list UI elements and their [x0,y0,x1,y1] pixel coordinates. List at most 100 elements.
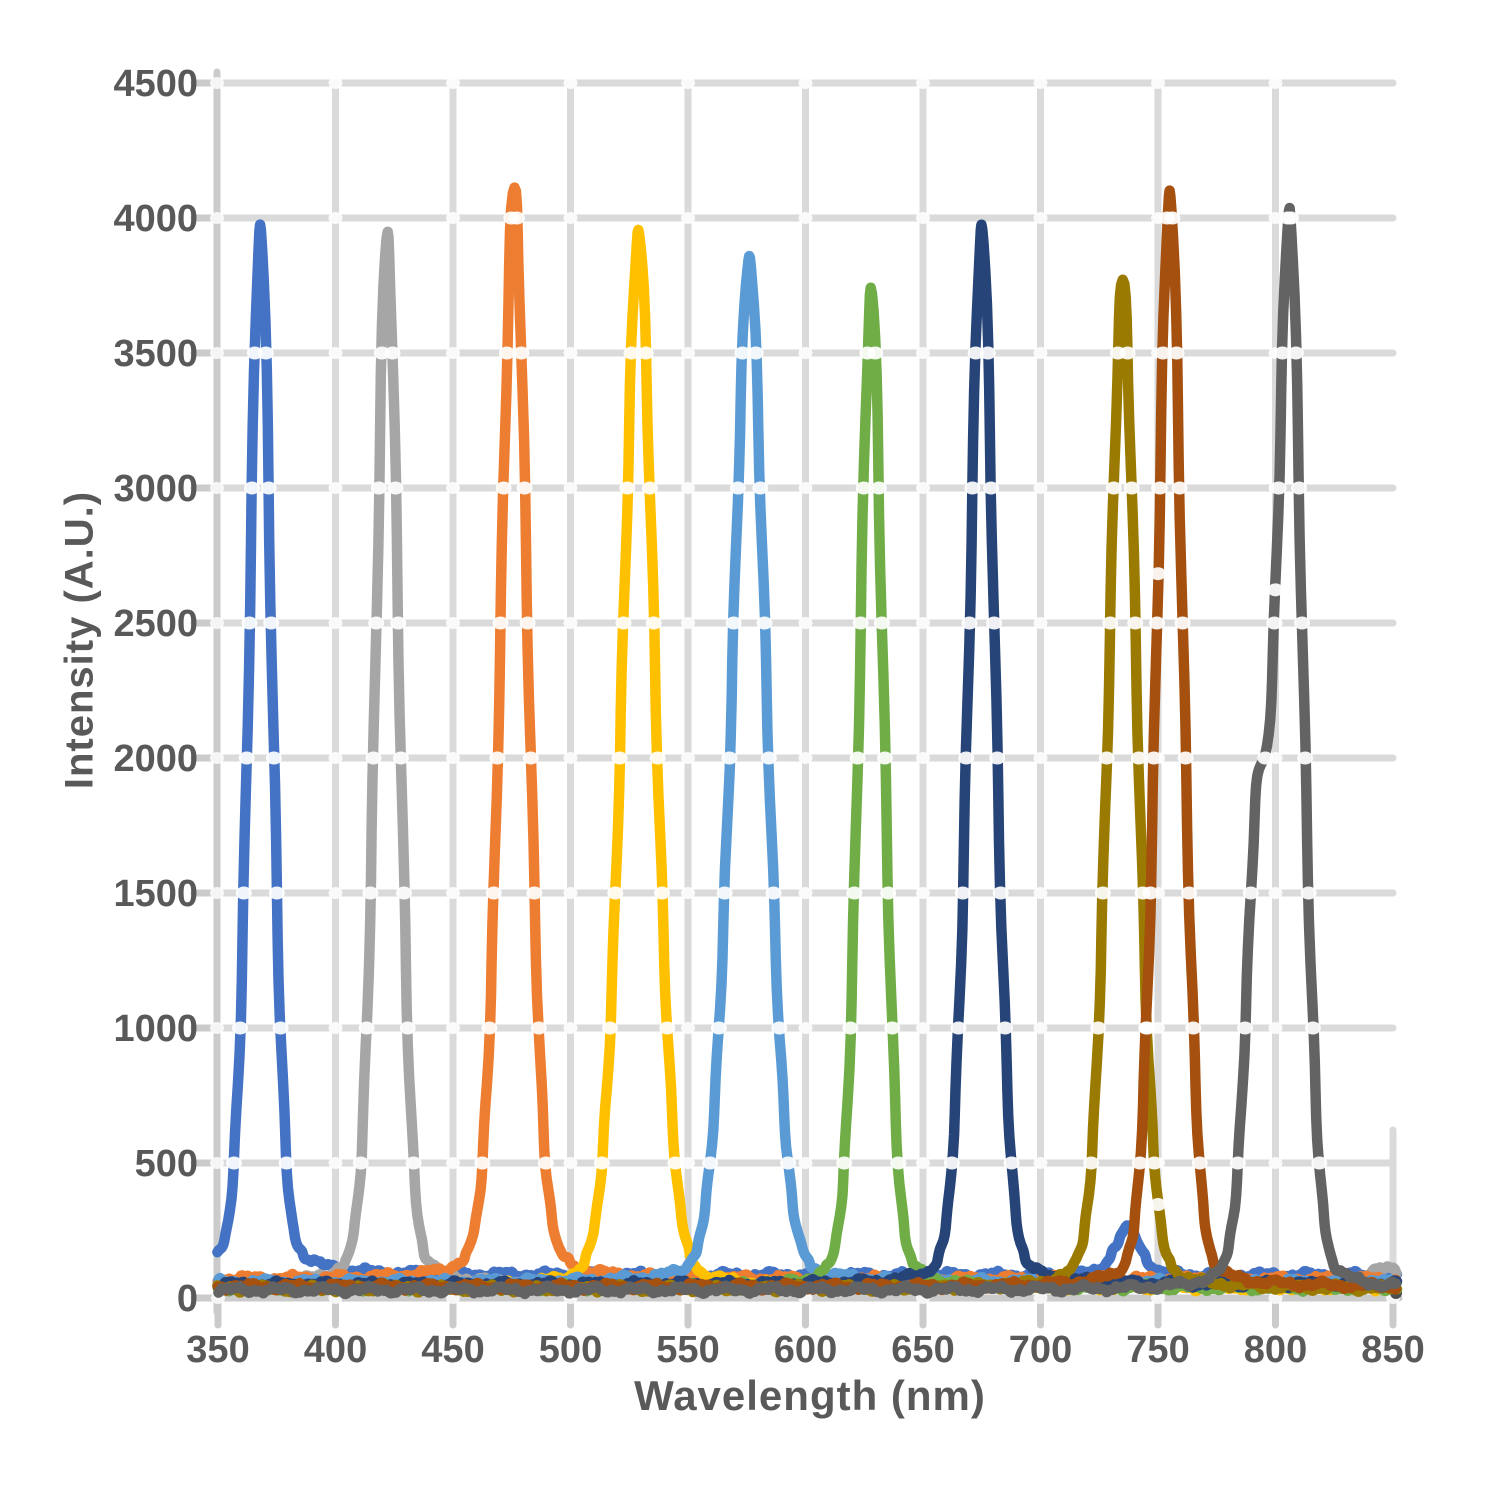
curve-gridline-dot [392,751,409,765]
grid-intersection-dot [1033,1022,1048,1034]
grid-intersection-dot [681,347,695,359]
grid-intersection-dot [798,887,813,899]
curve-gridline-dot [498,346,515,360]
curve-gridline-dot [1174,616,1191,630]
curve-gridline-dot [1090,1021,1107,1035]
curve-gridline-dot [771,1021,788,1035]
grid-intersection-dot [328,1022,343,1034]
curve-gridline-dot [405,1156,422,1170]
curve-gridline-dot [1119,346,1136,360]
curve-gridline-dot [1304,1021,1321,1035]
grid-intersection-dot [563,347,578,359]
curve-gridline-dot [1151,481,1168,495]
curve-gridline-dot [519,616,536,630]
grid-intersection-dot [916,347,930,359]
grid-intersection-dot [798,77,813,89]
curve-gridline-dot [1102,616,1119,630]
curve-gridline-dot [979,346,996,360]
grid-intersection-dot [1268,887,1283,899]
curve-gridline-dot [1267,583,1284,597]
grid-intersection-dot [446,752,460,764]
y-tick-label: 1500 [113,873,198,915]
grid-intersection-dot [1033,212,1048,224]
curve-gridline-dot [1164,211,1181,225]
curve-gridline-dot [702,1156,719,1170]
curve-gridline-dot [836,1156,853,1170]
x-tick-label: 450 [421,1329,484,1371]
curve-gridline-dot [485,886,502,900]
curve-gridline-dot [1287,346,1304,360]
grid-intersection-dot [1033,752,1048,764]
grid-intersection-dot [446,1157,460,1169]
grid-intersection-dot [798,617,813,629]
curve-gridline-dot [855,481,872,495]
curve-gridline-dot [649,751,666,765]
grid-intersection-dot [681,617,695,629]
grid-intersection-dot [681,212,695,224]
curve-gridline-dot [1146,1156,1163,1170]
curve-gridline-dot [637,346,654,360]
grid-intersection-dot [916,77,930,89]
curve-gridline-dot [474,1156,491,1170]
curve-gridline-dot [238,751,255,765]
grid-intersection-dot [328,77,343,89]
curve-gridline-dot [399,1021,416,1035]
grid-intersection-dot [1268,1022,1283,1034]
curve-gridline-dot [842,1021,859,1035]
curve-gridline-dot [1283,211,1300,225]
curve-gridline-dot [983,481,1000,495]
curve-gridline-dot [1300,886,1317,900]
x-tick-label: 800 [1244,1329,1307,1371]
curve-gridline-dot [852,616,869,630]
curve-gridline-dot [873,616,890,630]
grid-intersection-dot [563,482,578,494]
curve-gridline-dot [1297,751,1314,765]
curve-gridline-dot [530,1021,547,1035]
y-tick-label: 3500 [113,333,198,375]
curve-gridline-dot [508,211,525,225]
grid-intersection-dot [681,887,695,899]
curve-gridline-dot [1171,481,1188,495]
grid-intersection-dot [563,887,578,899]
curve-gridline-dot [272,1021,289,1035]
curve-gridline-dot [958,751,975,765]
curve-gridline-dot [961,616,978,630]
curve-gridline-dot [1098,751,1115,765]
curve-gridline-dot [645,616,662,630]
axis-joint-dot [1033,1292,1048,1304]
curve-gridline-dot [1291,481,1308,495]
curve-gridline-dot [1257,751,1274,765]
y-tick-label: 1000 [113,1008,198,1050]
y-tick-label: 4000 [113,198,198,240]
curve-gridline-dot [654,886,671,900]
curve-gridline-dot [780,1156,797,1170]
curve-gridline-dot [1185,1021,1202,1035]
curve-gridline-dot [1145,751,1162,765]
axis-joint-dot [210,1157,224,1169]
curve-gridline-dot [615,616,632,630]
curve-gridline-dot [492,616,509,630]
curve-gridline-dot [601,1021,618,1035]
curve-gridline-dot [1294,616,1311,630]
grid-intersection-dot [798,212,813,224]
grid-intersection-dot [1151,1022,1165,1034]
grid-intersection-dot [328,482,343,494]
grid-intersection-dot [446,617,460,629]
y-tick-label: 4500 [113,63,198,105]
curve-gridline-dot [943,1156,960,1170]
curve-gridline-dot [659,1021,676,1035]
curve-gridline-dot [1311,1156,1328,1170]
grid-intersection-dot [1151,77,1165,89]
grid-intersection-dot [1033,347,1048,359]
grid-intersection-dot [916,887,930,899]
grid-intersection-dot [681,752,695,764]
curve-gridline-dot [1181,886,1198,900]
grid-intersection-dot [681,77,695,89]
curve-gridline-dot [964,481,981,495]
grid-intersection-dot [916,752,930,764]
x-tick-label: 550 [656,1329,719,1371]
axis-joint-dot [210,887,224,899]
curve-gridline-dot [1237,1021,1254,1035]
